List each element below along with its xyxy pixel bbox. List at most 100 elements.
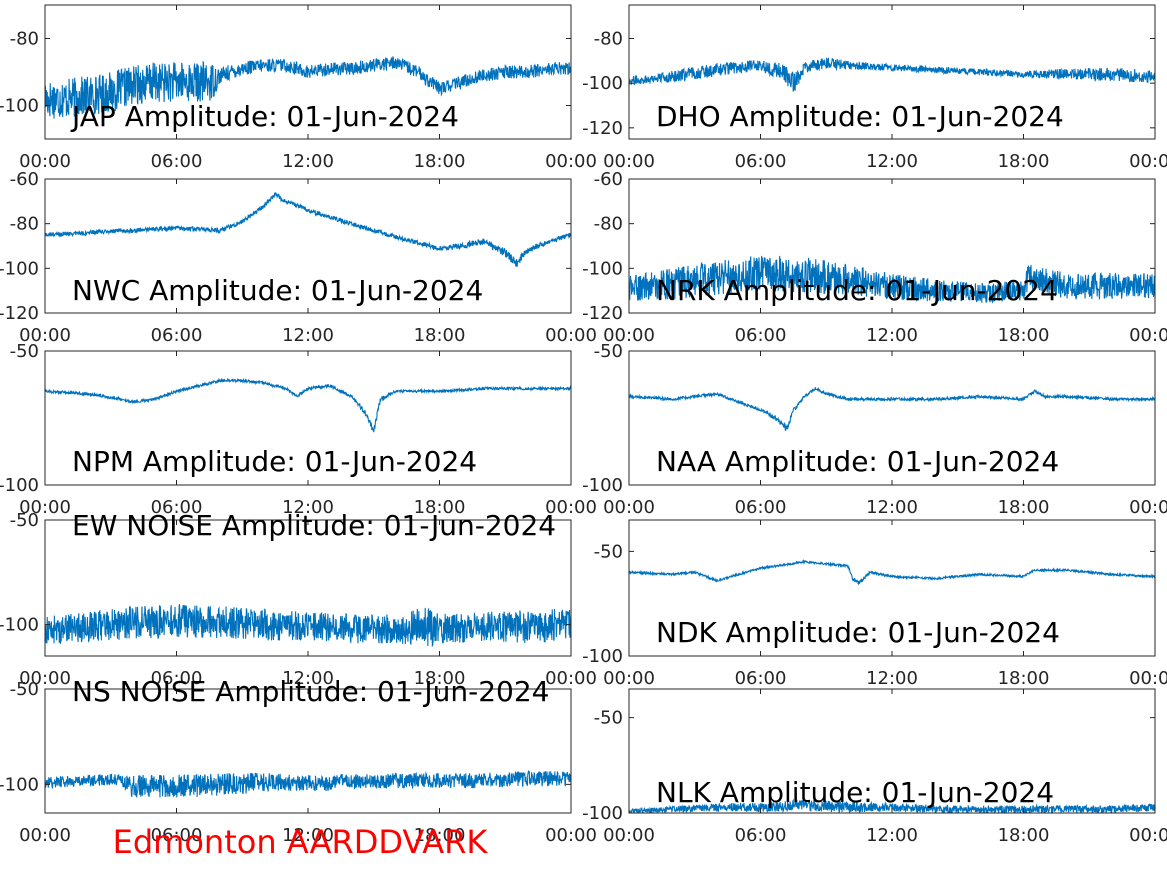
y-tick-label: -100 [0,258,39,279]
x-tick-label: 00:00 [603,325,655,346]
y-tick-label: -50 [10,679,39,700]
y-tick-label: -100 [582,475,623,496]
x-tick-label: 18:00 [998,325,1050,346]
x-tick-label: 00:00 [603,151,655,172]
y-tick-label: -100 [0,475,39,496]
chart-title: JAP Amplitude: 01-Jun-2024 [70,100,459,133]
x-tick-label: 18:00 [414,151,466,172]
x-tick-label: 12:00 [866,151,918,172]
x-tick-label: 18:00 [998,151,1050,172]
y-tick-label: -120 [0,303,39,324]
x-tick-label: 00:00 [545,825,597,846]
chart-title: NLK Amplitude: 01-Jun-2024 [656,776,1054,809]
chart-title: NPM Amplitude: 01-Jun-2024 [72,445,477,478]
x-tick-label: 00:00 [545,325,597,346]
x-tick-label: 00:00 [19,497,71,518]
x-tick-label: 12:00 [866,497,918,518]
y-tick-label: -100 [582,803,623,824]
x-tick-label: 00:00 [545,668,597,689]
y-tick-label: -100 [0,96,39,117]
x-tick-label: 18:00 [414,668,466,689]
x-tick-label: 18:00 [998,497,1050,518]
chart-title: NDK Amplitude: 01-Jun-2024 [656,616,1060,649]
x-tick-label: 06:00 [735,825,787,846]
x-tick-label: 18:00 [998,825,1050,846]
chart-title: NS NOISE Amplitude: 01-Jun-2024 [72,675,549,708]
y-tick-label: -80 [10,214,39,235]
x-tick-label: 06:00 [151,825,203,846]
x-tick-label: 06:00 [151,668,203,689]
x-tick-label: 00:00 [1129,325,1167,346]
x-tick-label: 00:00 [603,497,655,518]
y-tick-label: -60 [10,169,39,190]
x-tick-label: 00:00 [19,151,71,172]
y-tick-label: -50 [10,341,39,362]
x-tick-label: 06:00 [735,151,787,172]
x-tick-label: 06:00 [151,151,203,172]
chart-panel: -60-80-100-12000:0006:0012:0018:0000:00N… [582,169,1167,346]
y-tick-label: -80 [10,29,39,50]
y-tick-label: -50 [594,708,623,729]
x-tick-label: 00:00 [545,497,597,518]
x-tick-label: 12:00 [866,668,918,689]
x-tick-label: 00:00 [1129,825,1167,846]
chart-panel: -50 -100 00:00 06:00 12:00 18:00 00:00 NS NOISE… [0,675,597,846]
x-tick-label: 06:00 [151,325,203,346]
series-line [45,770,571,798]
y-tick-label: -50 [594,341,623,362]
series-line [45,604,571,648]
y-tick-label: -100 [0,615,39,636]
x-tick-label: 18:00 [998,668,1050,689]
y-tick-label: -100 [0,774,39,795]
y-tick-label: -60 [594,169,623,190]
x-tick-label: 00:00 [19,825,71,846]
x-tick-label: 12:00 [866,825,918,846]
x-tick-label: 12:00 [282,497,334,518]
chart-title: EW NOISE Amplitude: 01-Jun-2024 [72,509,556,542]
chart-title: NRK Amplitude: 01-Jun-2024 [656,274,1058,307]
chart-panel: -80 -100 00:00 06:00 12:00 18:00 00:00 JAP Ampl… [0,4,597,172]
series-line [45,377,571,433]
y-tick-label: -100 [582,258,623,279]
x-tick-label: 00:00 [19,668,71,689]
y-tick-label: -80 [594,29,623,50]
y-tick-label: -80 [594,214,623,235]
y-tick-label: -50 [594,541,623,562]
chart-title: DHO Amplitude: 01-Jun-2024 [656,100,1064,133]
y-tick-label: -100 [582,646,623,667]
y-tick-label: -120 [582,118,623,139]
series-line [629,558,1155,586]
y-tick-label: -50 [10,510,39,531]
series-line [45,56,571,119]
series-line [629,57,1155,92]
x-tick-label: 12:00 [282,668,334,689]
x-tick-label: 00:00 [19,325,71,346]
x-tick-label: 06:00 [735,497,787,518]
series-line [629,255,1155,304]
x-tick-label: 18:00 [414,325,466,346]
x-tick-label: 00:00 [1129,497,1167,518]
series-line [629,386,1155,431]
x-tick-label: 18:00 [414,825,466,846]
chart-title: NWC Amplitude: 01-Jun-2024 [72,274,483,307]
chart-title: NAA Amplitude: 01-Jun-2024 [656,445,1059,478]
x-tick-label: 12:00 [282,151,334,172]
chart-panel: -50 -100 00:00 06:00 12:00 18:00 00:00 EW NOISE… [0,509,597,689]
series-line [45,192,571,268]
x-tick-label: 00:00 [603,668,655,689]
footer-title: Edmonton AARDDVARK [113,823,489,861]
chart-panel: -80-100-12000:0006:0012:0018:0000:00DHO … [582,4,1167,172]
x-tick-label: 00:00 [1129,668,1167,689]
x-tick-label: 00:00 [603,825,655,846]
x-tick-label: 12:00 [866,325,918,346]
x-tick-label: 00:00 [1129,151,1167,172]
x-tick-label: 00:00 [545,151,597,172]
y-tick-label: -120 [582,303,623,324]
x-tick-label: 06:00 [735,325,787,346]
